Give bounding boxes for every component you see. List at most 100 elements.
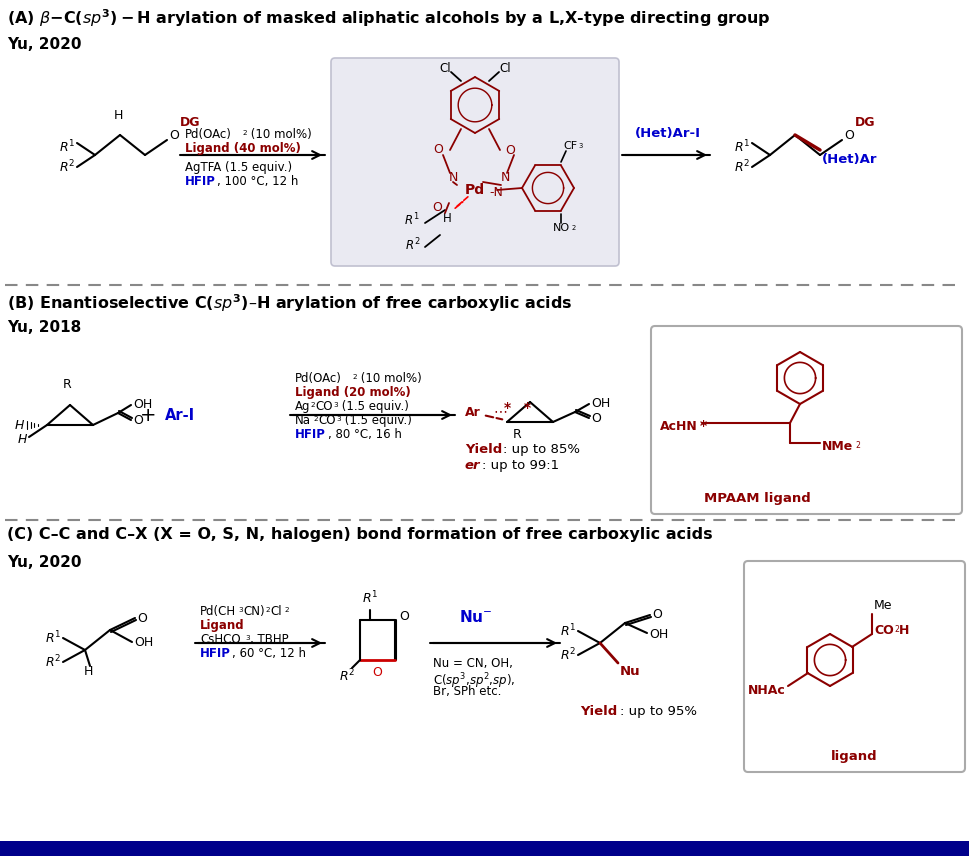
Text: O: O: [398, 609, 409, 622]
Text: $R^2$: $R^2$: [45, 654, 61, 670]
Text: $R^1$: $R^1$: [733, 139, 749, 155]
Text: ligand: ligand: [829, 750, 876, 763]
Text: Ar-I: Ar-I: [165, 407, 195, 423]
Text: , 60 °C, 12 h: , 60 °C, 12 h: [232, 647, 305, 660]
Text: $R^2$: $R^2$: [338, 668, 355, 685]
Text: O: O: [133, 413, 142, 426]
Text: H: H: [442, 212, 451, 225]
Text: $R^1$: $R^1$: [404, 211, 420, 229]
Text: $\cdots$: $\cdots$: [492, 403, 507, 417]
Text: $_3$: $_3$: [578, 141, 583, 151]
Text: $_2$: $_2$: [284, 605, 290, 615]
Text: (C) C–C and C–X (X = O, S, N, halogen) bond formation of free carboxylic acids: (C) C–C and C–X (X = O, S, N, halogen) b…: [7, 527, 712, 542]
Text: AcHN: AcHN: [659, 419, 697, 432]
Text: $R^2$: $R^2$: [59, 158, 75, 175]
Text: Ag: Ag: [295, 400, 310, 413]
Text: *: *: [523, 401, 530, 415]
Bar: [0, 841, 969, 856]
Text: Cl: Cl: [499, 62, 511, 74]
Text: Yu, 2020: Yu, 2020: [7, 37, 81, 52]
Text: $_2$: $_2$: [241, 128, 248, 138]
Text: CN): CN): [243, 605, 265, 618]
Text: , 80 °C, 16 h: , 80 °C, 16 h: [328, 428, 401, 441]
Text: O: O: [843, 128, 853, 141]
Text: $_3$: $_3$: [332, 400, 339, 410]
Text: H: H: [15, 419, 24, 431]
Text: -N: -N: [488, 186, 502, 199]
Text: $R^2$: $R^2$: [559, 646, 576, 663]
Text: O: O: [137, 611, 146, 625]
Text: (Het)Ar-I: (Het)Ar-I: [635, 127, 701, 140]
Text: Yield: Yield: [579, 705, 616, 718]
Text: R: R: [63, 378, 72, 391]
Text: $R^2$: $R^2$: [734, 158, 749, 175]
Text: (1.5 equiv.): (1.5 equiv.): [337, 400, 409, 413]
Text: $R^1$: $R^1$: [59, 139, 75, 155]
Text: , 100 °C, 12 h: , 100 °C, 12 h: [217, 175, 298, 188]
Text: NO: NO: [552, 223, 570, 233]
Text: +: +: [140, 406, 156, 425]
Text: Pd(OAc): Pd(OAc): [185, 128, 232, 141]
Text: (A) $\mathbf{\it{\beta}}$$\mathbf{-C(\mathit{sp}^3)-}$$\mathbf{H}$ arylation of : (A) $\mathbf{\it{\beta}}$$\mathbf{-C(\ma…: [7, 7, 770, 29]
Text: H: H: [113, 109, 122, 122]
Text: $_2$: $_2$: [893, 624, 899, 636]
Text: , TBHP: , TBHP: [250, 633, 289, 646]
Text: NMe: NMe: [821, 439, 853, 453]
Text: Ligand (20 mol%): Ligand (20 mol%): [295, 386, 410, 399]
Text: DG: DG: [180, 116, 201, 128]
Text: Yu, 2020: Yu, 2020: [7, 555, 81, 570]
Text: OH: OH: [134, 637, 153, 650]
Text: $_2$: $_2$: [265, 605, 270, 615]
Text: Cl: Cl: [269, 605, 281, 618]
Text: H: H: [898, 623, 908, 637]
Text: Ar: Ar: [464, 406, 481, 419]
Text: $_2$: $_2$: [310, 400, 316, 410]
FancyBboxPatch shape: [743, 561, 964, 772]
Text: O: O: [505, 144, 515, 157]
Text: $_2$: $_2$: [571, 223, 576, 233]
Text: Br, SPh etc.: Br, SPh etc.: [432, 685, 501, 698]
Text: O: O: [590, 412, 600, 425]
Text: CsHCO: CsHCO: [200, 633, 240, 646]
Text: (10 mol%): (10 mol%): [357, 372, 422, 385]
Text: $R^2$: $R^2$: [404, 237, 420, 253]
Text: (10 mol%): (10 mol%): [247, 128, 311, 141]
Text: Me: Me: [873, 599, 891, 612]
Text: Yu, 2018: Yu, 2018: [7, 320, 81, 335]
Text: H: H: [83, 665, 93, 678]
Text: HFIP: HFIP: [200, 647, 231, 660]
Text: Cl: Cl: [439, 62, 451, 74]
Text: CO: CO: [318, 414, 335, 427]
Text: OH: OH: [590, 396, 610, 409]
Text: (Het)Ar: (Het)Ar: [821, 153, 877, 166]
Text: er: er: [464, 459, 480, 472]
Text: *: *: [503, 401, 510, 415]
Text: Pd: Pd: [464, 183, 484, 197]
Text: NHAc: NHAc: [747, 683, 785, 697]
Text: CO: CO: [873, 623, 892, 637]
Text: O: O: [372, 666, 382, 679]
Text: $_3$: $_3$: [335, 414, 342, 424]
Text: : up to 99:1: : up to 99:1: [482, 459, 558, 472]
Text: $_2$: $_2$: [352, 372, 358, 382]
Text: Pd(OAc): Pd(OAc): [295, 372, 341, 385]
Text: Yield: Yield: [464, 443, 502, 456]
Text: O: O: [169, 128, 178, 141]
Text: N: N: [448, 170, 457, 183]
Text: MPAAM ligand: MPAAM ligand: [703, 492, 809, 505]
Text: $R^1$: $R^1$: [559, 622, 576, 639]
Text: Nu = CN, OH,: Nu = CN, OH,: [432, 657, 513, 670]
Text: R: R: [512, 428, 520, 441]
Text: O: O: [432, 142, 443, 156]
Text: DG: DG: [854, 116, 875, 128]
Text: Ligand (40 mol%): Ligand (40 mol%): [185, 142, 300, 155]
Text: C($sp^3$,$sp^2$,$sp$),: C($sp^3$,$sp^2$,$sp$),: [432, 671, 515, 691]
Text: O: O: [651, 609, 661, 621]
Text: CO: CO: [315, 400, 332, 413]
Text: $_3$: $_3$: [245, 633, 251, 643]
Text: HFIP: HFIP: [295, 428, 326, 441]
Text: Pd(CH: Pd(CH: [200, 605, 235, 618]
Text: H: H: [17, 432, 27, 445]
Text: (1.5 equiv.): (1.5 equiv.): [341, 414, 412, 427]
FancyBboxPatch shape: [650, 326, 961, 514]
